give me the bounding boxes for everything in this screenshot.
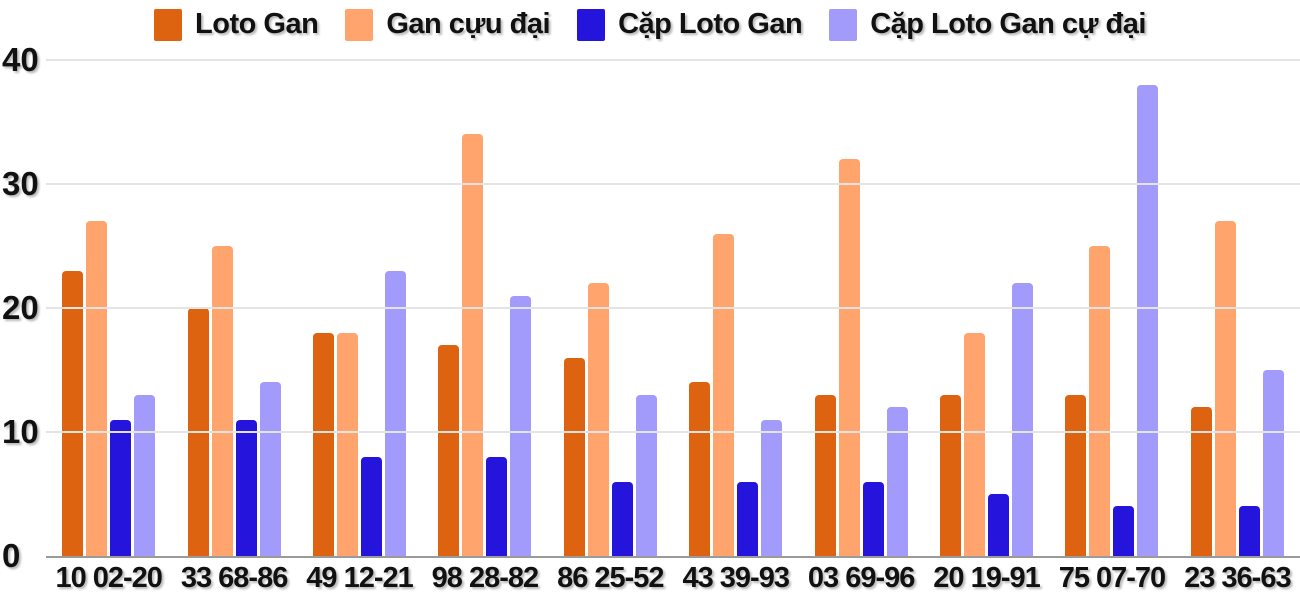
- bar: [611, 481, 633, 556]
- bar-group-6: 43 39-93: [673, 60, 798, 594]
- gridline-40: [46, 59, 1300, 61]
- bar-groups: 10 02-20 33 68-86 49 12-21 98 28-82 86 25-52…: [46, 60, 1300, 594]
- legend-item-1: Loto Gan: [154, 8, 319, 41]
- bar: [211, 246, 233, 556]
- bar: [988, 494, 1010, 556]
- bar: [462, 134, 484, 556]
- bar-group-1: 10 02-20: [46, 60, 171, 594]
- bar-group-3: 49 12-21: [297, 60, 422, 594]
- legend: Loto Gan Gan cựu đại Cặp Loto Gan Cặp Loto …: [0, 8, 1300, 41]
- bar: [1137, 84, 1159, 556]
- bar-group-10: 23 36-63: [1175, 60, 1300, 594]
- x-axis-label: 75 07-70: [1058, 562, 1166, 594]
- bar: [1190, 407, 1212, 556]
- x-axis-label: 86 25-52: [557, 562, 664, 594]
- y-tick-label-0: 0: [2, 537, 21, 574]
- gridline-30: [46, 183, 1300, 185]
- gridline-20: [46, 307, 1300, 309]
- bar: [713, 233, 735, 556]
- x-axis-label: 33 68-86: [180, 562, 288, 594]
- bar: [563, 357, 585, 556]
- bar: [1214, 221, 1236, 556]
- x-axis-label: 10 02-20: [55, 562, 162, 594]
- bar: [438, 345, 460, 556]
- bar: [361, 456, 383, 556]
- bar: [259, 382, 281, 556]
- bar: [1262, 370, 1284, 556]
- bar: [1012, 283, 1034, 556]
- bar: [1113, 506, 1135, 556]
- bar: [1065, 394, 1087, 556]
- y-tick-label-20: 20: [2, 289, 39, 326]
- legend-swatch: [345, 8, 374, 41]
- bar: [689, 382, 711, 556]
- legend-label: Cặp Loto Gan cự đại: [870, 8, 1146, 40]
- bar: [486, 456, 508, 556]
- bar-group-7: 03 69-96: [798, 60, 923, 594]
- bar: [337, 332, 359, 556]
- bar: [838, 159, 860, 556]
- bar-group-8: 20 19-91: [924, 60, 1049, 594]
- bar: [110, 419, 132, 556]
- legend-label: Loto Gan: [195, 8, 319, 40]
- bar: [1238, 506, 1260, 556]
- bar: [1089, 246, 1111, 556]
- bar-group-4: 98 28-82: [422, 60, 547, 594]
- bar: [235, 419, 257, 556]
- bar: [761, 419, 783, 556]
- y-tick-label-30: 30: [2, 165, 39, 202]
- x-axis-label: 43 39-93: [682, 562, 789, 594]
- legend-item-3: Cặp Loto Gan: [577, 8, 803, 41]
- legend-label: Gan cựu đại: [386, 8, 551, 40]
- legend-label: Cặp Loto Gan: [618, 8, 803, 40]
- legend-swatch: [154, 8, 183, 41]
- bar: [635, 394, 657, 556]
- bar: [886, 407, 908, 556]
- x-axis-label: 49 12-21: [306, 562, 413, 594]
- legend-item-2: Gan cựu đại: [345, 8, 551, 41]
- bar: [964, 332, 986, 556]
- bar: [862, 481, 884, 556]
- bar: [134, 394, 156, 556]
- bar-group-5: 86 25-52: [548, 60, 673, 594]
- bar: [313, 332, 335, 556]
- bar: [86, 221, 108, 556]
- bar: [385, 270, 407, 556]
- bar-group-9: 75 07-70: [1049, 60, 1174, 594]
- legend-swatch: [577, 8, 606, 41]
- bar: [940, 394, 962, 556]
- y-tick-label-40: 40: [2, 41, 39, 78]
- bar: [510, 295, 532, 556]
- plot-area: 10 02-20 33 68-86 49 12-21 98 28-82 86 25-52…: [46, 59, 1300, 594]
- bar: [814, 394, 836, 556]
- legend-swatch: [829, 8, 858, 41]
- x-axis-label: 98 28-82: [431, 562, 539, 594]
- x-axis-label: 23 36-63: [1184, 562, 1291, 594]
- bar: [62, 270, 84, 556]
- bar: [737, 481, 759, 556]
- legend-item-4: Cặp Loto Gan cự đại: [829, 8, 1146, 41]
- x-axis-label: 03 69-96: [807, 562, 915, 594]
- gridline-10: [46, 431, 1300, 433]
- bar: [587, 283, 609, 556]
- x-axis-label: 20 19-91: [933, 562, 1040, 594]
- y-tick-label-10: 10: [2, 413, 39, 450]
